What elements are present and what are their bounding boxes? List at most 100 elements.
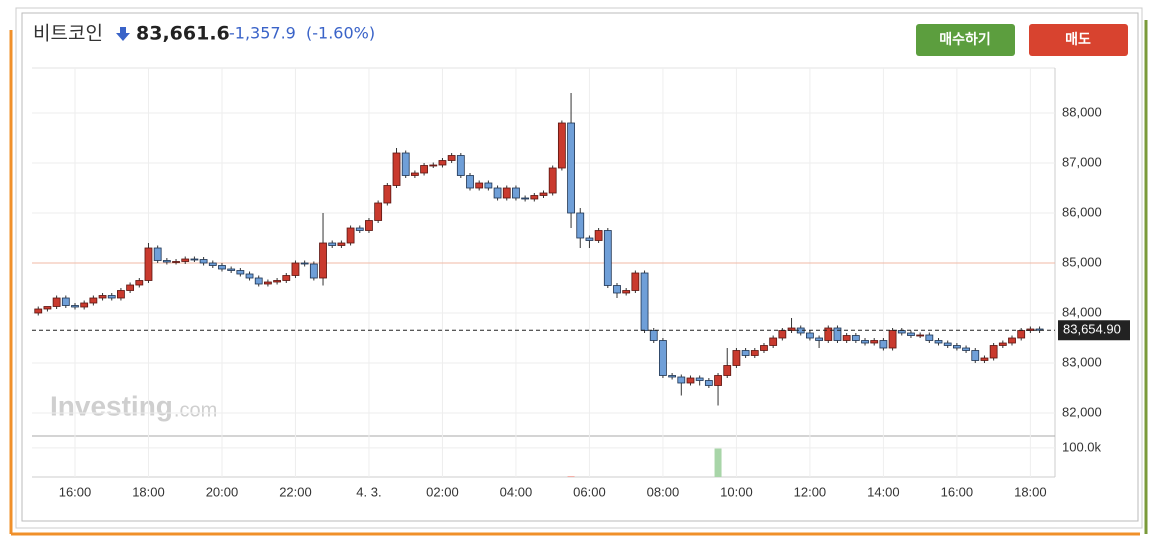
candle-body [264, 281, 272, 285]
candle-body [640, 272, 649, 331]
change: -1,357.9 [229, 24, 296, 43]
candle-body [557, 122, 566, 169]
candle-body [613, 285, 621, 294]
x-tick-label: 08:00 [647, 484, 680, 499]
x-tick-label: 12:00 [794, 484, 827, 499]
candle-body [61, 297, 70, 306]
x-tick-label: 18:00 [132, 484, 165, 499]
candle-body [668, 375, 677, 378]
sell-label[interactable]: 매도 [1065, 32, 1091, 48]
candle-body [1035, 328, 1044, 331]
candle-body [383, 185, 392, 204]
candle-body [135, 280, 144, 286]
candle-body [447, 155, 456, 161]
candle-body [695, 377, 704, 381]
volume-bar [714, 448, 722, 477]
candle-body [980, 357, 989, 361]
candle-body [760, 345, 768, 351]
candle-body [989, 345, 998, 359]
candle-body [677, 376, 686, 384]
candle-body [328, 242, 337, 246]
candle-body [34, 308, 43, 314]
y-tick-label: 84,000 [1062, 304, 1102, 319]
candle-body [282, 275, 291, 281]
candle-body [172, 261, 180, 263]
x-tick-label: 4. 3. [356, 484, 381, 499]
candle-body [1017, 330, 1026, 339]
candle-body [392, 152, 401, 186]
candle-body [833, 327, 842, 341]
x-tick-label: 04:00 [500, 484, 533, 499]
candle-body [622, 290, 631, 294]
candle-body [861, 340, 869, 344]
candle-body [346, 227, 355, 244]
y-tick-label: 85,000 [1062, 254, 1102, 269]
sell-button[interactable]: 매도 [1029, 24, 1128, 56]
candle-body [98, 295, 107, 299]
candle-body [365, 220, 373, 231]
candle-body [502, 187, 511, 199]
candle-body [576, 212, 585, 239]
candle-body [530, 195, 539, 200]
candle-body [824, 327, 833, 341]
candle-body [659, 340, 667, 376]
x-tick-label: 20:00 [206, 484, 239, 499]
candle-body [89, 297, 98, 304]
candle-body [107, 295, 116, 299]
candle-body [925, 334, 934, 341]
buy-button-bg[interactable] [916, 24, 1015, 56]
change-pct: (-1.60%) [306, 24, 375, 43]
candle-body [971, 350, 980, 361]
candle-body [466, 175, 474, 189]
candle-body [456, 155, 465, 176]
watermark: Investing [50, 390, 173, 421]
candle-body [521, 197, 530, 200]
candle-body [1008, 337, 1016, 344]
candle-body [117, 290, 125, 299]
x-tick-label: 10:00 [720, 484, 753, 499]
candle-body [153, 247, 162, 261]
candle-body [741, 350, 750, 356]
candle-body [429, 164, 438, 167]
candle-body [888, 330, 897, 349]
candle-body [236, 270, 245, 275]
candle-body [567, 122, 575, 214]
candle-body [337, 242, 346, 246]
candle-body [934, 340, 943, 344]
candle-body [181, 258, 190, 262]
title: 비트코인 [33, 23, 103, 45]
sell-button-bg[interactable] [1029, 24, 1128, 56]
candle-body [998, 342, 1007, 346]
candle-body [649, 330, 658, 341]
candle-body [291, 262, 300, 276]
candle-body [227, 268, 236, 271]
candle-body [851, 335, 860, 341]
candle-body [309, 263, 318, 279]
candle-body [254, 277, 263, 285]
buy-label[interactable]: 매수하기 [939, 31, 991, 48]
candle-body [126, 284, 135, 291]
candle-body [815, 337, 823, 341]
y-tick-label: 86,000 [1062, 204, 1102, 219]
candle-body [410, 172, 419, 176]
candle-body [603, 230, 612, 286]
x-tick-label: 22:00 [279, 484, 312, 499]
x-tick-label: 16:00 [59, 484, 92, 499]
candle-body [512, 187, 520, 199]
candle-body [778, 330, 787, 339]
candle-body [879, 340, 888, 349]
candle-body [475, 182, 484, 189]
candle-body [80, 302, 89, 308]
buy-button[interactable]: 매수하기 [916, 24, 1015, 56]
y-tick-label: 88,000 [1062, 104, 1102, 119]
candle-body [723, 365, 732, 376]
candle-body [585, 237, 594, 241]
candle-body [916, 334, 925, 337]
candle-body [420, 165, 428, 174]
candle-body [704, 380, 713, 386]
candle-body [484, 182, 493, 189]
candle-body [548, 167, 557, 194]
candle-body [594, 230, 603, 241]
